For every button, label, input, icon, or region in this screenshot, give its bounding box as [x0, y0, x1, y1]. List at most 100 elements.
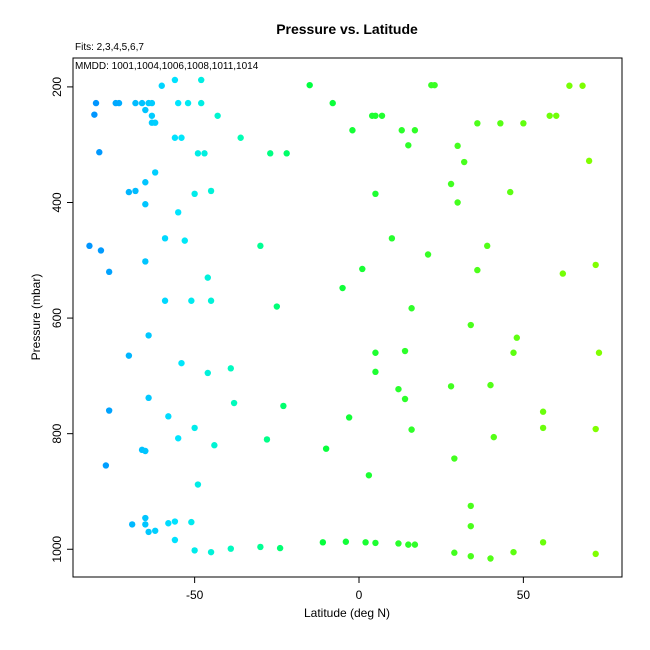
data-point [142, 447, 149, 455]
data-point [194, 150, 202, 157]
data-point [171, 76, 179, 84]
data-point [161, 235, 169, 242]
data-point [283, 150, 290, 157]
data-point [194, 481, 202, 488]
data-point [142, 179, 149, 186]
data-point [125, 352, 133, 359]
data-point [276, 544, 284, 552]
data-point [201, 150, 208, 157]
data-point [112, 99, 119, 107]
data-point [395, 540, 402, 547]
data-point [97, 247, 105, 254]
data-point [91, 111, 98, 118]
data-point [207, 187, 215, 195]
y-tick-label: 800 [50, 423, 64, 443]
data-point [451, 549, 458, 556]
data-point [267, 150, 274, 157]
data-point [142, 514, 149, 522]
data-point [405, 541, 412, 548]
x-axis: -50 0 50 [186, 577, 530, 602]
data-point [96, 149, 103, 156]
data-point [467, 321, 474, 329]
data-point [342, 538, 350, 545]
data-point [372, 349, 379, 356]
data-point [191, 424, 198, 432]
data-point [142, 106, 149, 114]
data-point [378, 112, 386, 119]
data-point [520, 120, 527, 127]
data-point [257, 242, 264, 250]
y-tick-label: 1000 [50, 536, 64, 563]
data-point [474, 120, 481, 127]
chart-subtitle: Fits: 2,3,4,5,6,7 [75, 42, 144, 53]
data-point [322, 445, 330, 452]
data-point [306, 81, 313, 89]
data-point [230, 399, 238, 407]
data-point [585, 157, 593, 165]
data-point [165, 520, 172, 527]
data-point [372, 539, 379, 547]
data-point [487, 381, 494, 389]
chart-annotation: MMDD: 1001,1004,1006,1008,1011,1014 [75, 61, 259, 72]
data-point [447, 180, 455, 188]
y-tick-label: 600 [50, 308, 64, 328]
data-point [349, 127, 356, 134]
data-point [181, 237, 188, 244]
x-tick-label: 0 [356, 588, 363, 602]
data-point [92, 99, 100, 107]
data-point [411, 541, 419, 548]
data-point [132, 99, 139, 107]
data-point [145, 394, 152, 402]
data-point [490, 433, 497, 441]
data-point [372, 368, 379, 376]
data-point [553, 112, 560, 119]
x-tick-label: 50 [517, 588, 531, 602]
data-point [207, 548, 215, 556]
data-point [128, 521, 136, 528]
data-point [204, 369, 211, 377]
data-point [138, 99, 146, 107]
data-point [191, 547, 198, 554]
data-point [345, 414, 353, 421]
data-point [497, 120, 504, 127]
data-point [566, 82, 573, 89]
data-point [401, 347, 409, 355]
x-tick-label: -50 [186, 588, 204, 602]
data-point [510, 548, 517, 556]
data-point [592, 261, 599, 269]
data-point [184, 99, 192, 107]
data-point [395, 385, 402, 393]
y-tick-label: 400 [50, 192, 64, 212]
data-point [171, 134, 179, 141]
data-point [237, 134, 244, 141]
data-point [207, 297, 215, 304]
data-point [145, 332, 152, 339]
data-point [467, 502, 474, 510]
data-point [214, 112, 221, 119]
data-point [579, 82, 586, 89]
data-point [405, 142, 412, 149]
data-point [188, 297, 195, 304]
data-point [388, 235, 396, 242]
data-point [263, 436, 271, 443]
data-point [86, 242, 93, 250]
data-point [165, 413, 172, 420]
data-point [484, 242, 491, 250]
data-point [105, 407, 113, 414]
data-point [319, 539, 327, 546]
data-point [174, 435, 182, 442]
data-point [546, 112, 553, 119]
data-point [198, 99, 205, 107]
data-point [461, 158, 468, 166]
data-point [447, 383, 455, 390]
data-point [487, 555, 494, 562]
data-point [510, 349, 517, 356]
data-point [257, 543, 264, 551]
data-point [174, 99, 182, 107]
data-point [171, 518, 179, 525]
data-point [372, 112, 379, 119]
y-tick-label: 200 [50, 77, 64, 97]
data-point [151, 527, 159, 534]
data-point [592, 550, 599, 558]
chart-title: Pressure vs. Latitude [276, 21, 418, 37]
